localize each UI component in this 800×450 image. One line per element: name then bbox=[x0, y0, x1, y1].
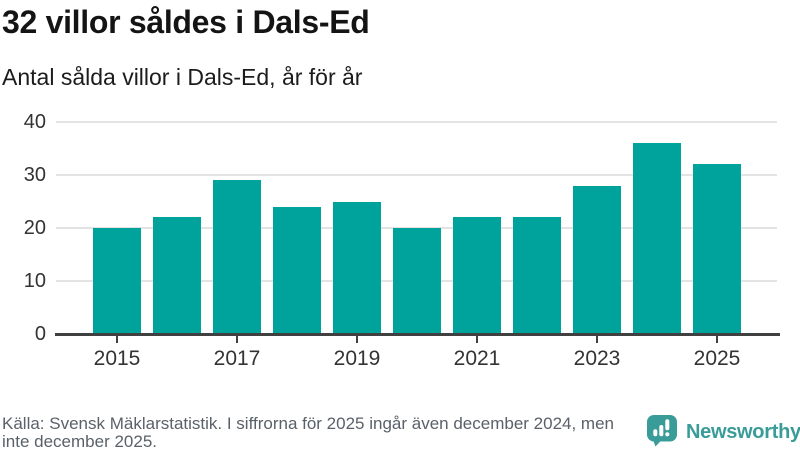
x-axis-ticks bbox=[56, 336, 777, 343]
x-axis-line bbox=[55, 333, 780, 336]
x-tick-2023 bbox=[596, 336, 598, 343]
bar-2015 bbox=[93, 228, 141, 334]
x-tick-label-2015: 2015 bbox=[93, 347, 141, 370]
x-tick-label-2017: 2017 bbox=[213, 347, 261, 370]
bar-2022 bbox=[513, 217, 561, 334]
bar-2019 bbox=[333, 201, 381, 334]
y-tick-label-10: 10 bbox=[23, 270, 46, 292]
x-tick-label-2023: 2023 bbox=[573, 347, 621, 370]
y-tick-label-20: 20 bbox=[23, 217, 46, 239]
x-tick-2017 bbox=[236, 336, 238, 343]
chart-title: 32 villor såldes i Dals-Ed bbox=[2, 4, 370, 40]
bar-2021 bbox=[453, 217, 501, 334]
bar-2016 bbox=[153, 217, 201, 334]
x-tick-label-2021: 2021 bbox=[453, 347, 501, 370]
y-tick-label-40: 40 bbox=[23, 111, 46, 133]
bar-2017 bbox=[213, 180, 261, 334]
bar-2020 bbox=[393, 228, 441, 334]
x-tick-2019 bbox=[356, 336, 358, 343]
bar-series bbox=[56, 122, 777, 334]
gridline-30 bbox=[56, 174, 777, 176]
source-note: Källa: Svensk Mäklarstatistik. I siffror… bbox=[2, 414, 614, 450]
bar-2018 bbox=[273, 206, 321, 334]
bar-2025 bbox=[693, 164, 741, 334]
x-tick-label-2025: 2025 bbox=[693, 347, 741, 370]
plot-area bbox=[56, 121, 777, 334]
x-tick-2015 bbox=[116, 336, 118, 343]
x-axis-labels: 2015 2017 2019 2021 2023 2025 bbox=[56, 347, 777, 373]
newsworthy-wordmark: Newsworthy bbox=[686, 421, 800, 443]
gridline-40 bbox=[56, 121, 777, 123]
x-tick-label-2019: 2019 bbox=[333, 347, 381, 370]
newsworthy-logo: Newsworthy bbox=[646, 414, 800, 448]
x-tick-2021 bbox=[476, 336, 478, 343]
chart-subtitle: Antal sålda villor i Dals-Ed, år för år bbox=[2, 64, 363, 90]
bar-2023 bbox=[573, 185, 621, 334]
newsworthy-speech-bubble-bar-chart-icon bbox=[647, 415, 677, 447]
x-tick-2025 bbox=[716, 336, 718, 343]
bar-2024 bbox=[633, 143, 681, 334]
y-tick-label-0: 0 bbox=[34, 323, 46, 345]
y-tick-label-30: 30 bbox=[23, 164, 46, 186]
y-axis-labels: 0 10 20 30 40 bbox=[0, 112, 46, 344]
